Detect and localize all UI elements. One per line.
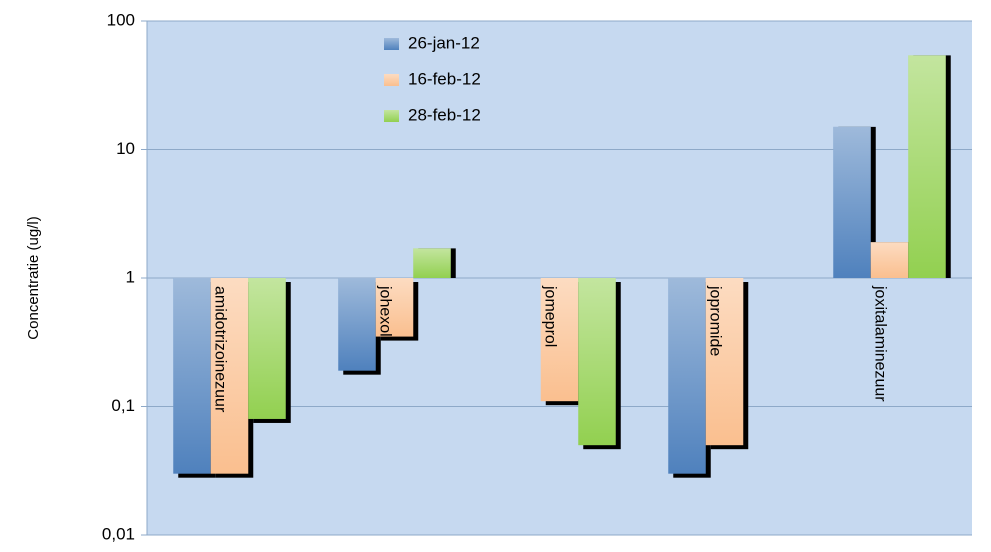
bar-shine: [833, 126, 871, 278]
bar-shine: [705, 278, 744, 446]
y-tick-label: 10: [116, 139, 135, 158]
bar-shine: [540, 278, 579, 402]
bar-shine: [248, 278, 286, 419]
y-axis-label: Concentratie (ug/l): [25, 216, 42, 339]
legend-label: 28-feb-12: [408, 105, 481, 124]
category-label: johexol: [376, 285, 393, 337]
bar-shine: [908, 55, 946, 278]
bar-shine: [578, 278, 616, 446]
category-label: amidotrizoinezuur: [211, 286, 228, 413]
category-label: jomeprol: [541, 285, 558, 347]
bar-shine: [173, 278, 211, 474]
y-tick-label: 1: [126, 267, 135, 286]
bar-shine: [413, 248, 451, 278]
legend-swatch-shine: [384, 74, 399, 86]
y-tick-label: 0,1: [111, 396, 135, 415]
legend-swatch-shine: [384, 110, 399, 122]
bar-shine: [338, 278, 376, 371]
bar-shine: [668, 278, 706, 474]
y-tick-label: 0,01: [102, 524, 135, 543]
legend-swatch-shine: [384, 38, 399, 50]
bar-shine: [210, 278, 249, 474]
legend-label: 26-jan-12: [408, 33, 480, 52]
category-label: jopromide: [706, 285, 723, 356]
bar-shine: [375, 278, 414, 337]
bar-shine: [870, 242, 909, 278]
y-tick-label: 100: [107, 10, 135, 29]
category-label: joxitalaminezuur: [871, 285, 888, 402]
legend-label: 16-feb-12: [408, 69, 481, 88]
